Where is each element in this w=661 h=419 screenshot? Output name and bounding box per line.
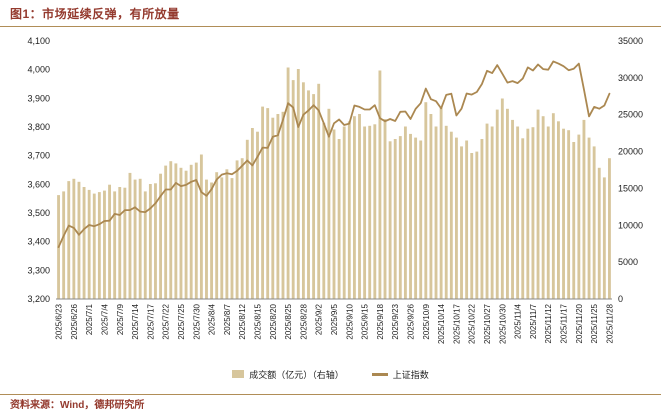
- svg-text:2025/9/2: 2025/9/2: [315, 303, 324, 335]
- chart-legend: 成交额（亿元）（右轴） 上证指数: [0, 367, 661, 381]
- svg-text:2025/6/23: 2025/6/23: [55, 303, 64, 339]
- svg-text:2025/8/28: 2025/8/28: [299, 303, 308, 339]
- figure-header: 图1：市场延续反弹，有所放量: [0, 0, 661, 27]
- svg-text:2025/10/22: 2025/10/22: [468, 303, 477, 344]
- svg-text:2025/9/15: 2025/9/15: [361, 303, 370, 339]
- svg-text:3,900: 3,900: [27, 93, 50, 103]
- svg-text:2025/9/5: 2025/9/5: [330, 303, 339, 335]
- svg-text:2025/7/22: 2025/7/22: [162, 303, 171, 339]
- svg-text:2025/8/12: 2025/8/12: [238, 303, 247, 339]
- svg-text:3,600: 3,600: [27, 179, 50, 189]
- svg-text:2025/11/28: 2025/11/28: [605, 303, 614, 343]
- chart-area: 3,200 3,300 3,400 3,500 3,600 3,700 3,800 3,900…: [0, 27, 661, 367]
- combo-chart: 3,200 3,300 3,400 3,500 3,600 3,700 3,800 3,900…: [27, 36, 643, 344]
- figure-source: 资料来源：Wind，德邦研究所: [0, 394, 661, 419]
- line-swatch-icon: [371, 372, 388, 376]
- svg-text:3,500: 3,500: [27, 208, 50, 218]
- svg-text:2025/10/14: 2025/10/14: [437, 303, 446, 344]
- svg-text:2025/7/4: 2025/7/4: [101, 303, 110, 335]
- legend-label-turnover: 成交额（亿元）（右轴）: [249, 369, 344, 380]
- svg-text:3,400: 3,400: [27, 237, 50, 247]
- svg-text:2025/9/18: 2025/9/18: [376, 303, 385, 339]
- svg-text:2025/7/25: 2025/7/25: [177, 303, 186, 339]
- svg-text:2025/8/25: 2025/8/25: [284, 303, 293, 339]
- legend-label-index: 上证指数: [392, 369, 429, 380]
- svg-text:2025/11/17: 2025/11/17: [560, 303, 569, 343]
- svg-text:20000: 20000: [618, 147, 643, 157]
- svg-text:25000: 25000: [618, 110, 643, 120]
- svg-text:2025/8/20: 2025/8/20: [269, 303, 278, 339]
- svg-text:3,700: 3,700: [27, 151, 50, 161]
- figure-title: 图1：市场延续反弹，有所放量: [10, 7, 180, 21]
- svg-text:2025/11/25: 2025/11/25: [590, 303, 599, 343]
- svg-text:2025/8/7: 2025/8/7: [223, 303, 232, 335]
- svg-text:2025/8/4: 2025/8/4: [208, 303, 217, 335]
- svg-text:3,800: 3,800: [27, 122, 50, 132]
- svg-text:4,100: 4,100: [27, 36, 50, 46]
- svg-text:2025/11/7: 2025/11/7: [529, 303, 538, 339]
- svg-text:3,300: 3,300: [27, 265, 50, 275]
- legend-item-turnover: 成交额（亿元）（右轴）: [232, 368, 344, 381]
- svg-text:15000: 15000: [618, 183, 643, 193]
- svg-text:2025/10/9: 2025/10/9: [422, 303, 431, 339]
- svg-text:2025/11/12: 2025/11/12: [544, 303, 553, 343]
- legend-item-index: 上证指数: [371, 368, 429, 381]
- svg-text:30000: 30000: [618, 73, 643, 83]
- svg-text:2025/9/23: 2025/9/23: [391, 303, 400, 339]
- svg-text:2025/9/10: 2025/9/10: [345, 303, 354, 339]
- svg-text:2025/9/26: 2025/9/26: [407, 303, 416, 339]
- turnover-bars: [57, 67, 611, 300]
- svg-text:2025/7/9: 2025/7/9: [116, 303, 125, 335]
- svg-text:2025/7/17: 2025/7/17: [146, 303, 155, 339]
- svg-text:2025/7/14: 2025/7/14: [131, 303, 140, 339]
- svg-text:2025/8/15: 2025/8/15: [254, 303, 263, 339]
- svg-text:35000: 35000: [618, 36, 643, 46]
- svg-text:2025/11/20: 2025/11/20: [575, 303, 584, 343]
- svg-text:10000: 10000: [618, 220, 643, 230]
- svg-text:2025/6/26: 2025/6/26: [70, 303, 79, 339]
- svg-text:2025/10/27: 2025/10/27: [483, 303, 492, 344]
- x-axis-labels: 2025/6/23 2025/6/26 2025/7/1 2025/7/4 2025/7…: [55, 303, 615, 344]
- bar-swatch-icon: [232, 370, 245, 378]
- svg-text:5000: 5000: [618, 257, 638, 267]
- svg-text:2025/10/17: 2025/10/17: [452, 303, 461, 344]
- svg-text:4,000: 4,000: [27, 65, 50, 75]
- index-line: [57, 60, 611, 249]
- right-axis-labels: 0 5000 10000 15000 20000 25000 30000 35000: [618, 36, 643, 304]
- svg-text:3,200: 3,200: [27, 294, 50, 304]
- svg-text:2025/11/4: 2025/11/4: [514, 303, 523, 339]
- svg-text:0: 0: [618, 294, 623, 304]
- left-axis-labels: 3,200 3,300 3,400 3,500 3,600 3,700 3,800 3,900…: [27, 36, 50, 304]
- svg-text:2025/10/30: 2025/10/30: [498, 303, 507, 344]
- svg-text:2025/7/1: 2025/7/1: [85, 303, 94, 335]
- svg-text:2025/7/30: 2025/7/30: [192, 303, 201, 339]
